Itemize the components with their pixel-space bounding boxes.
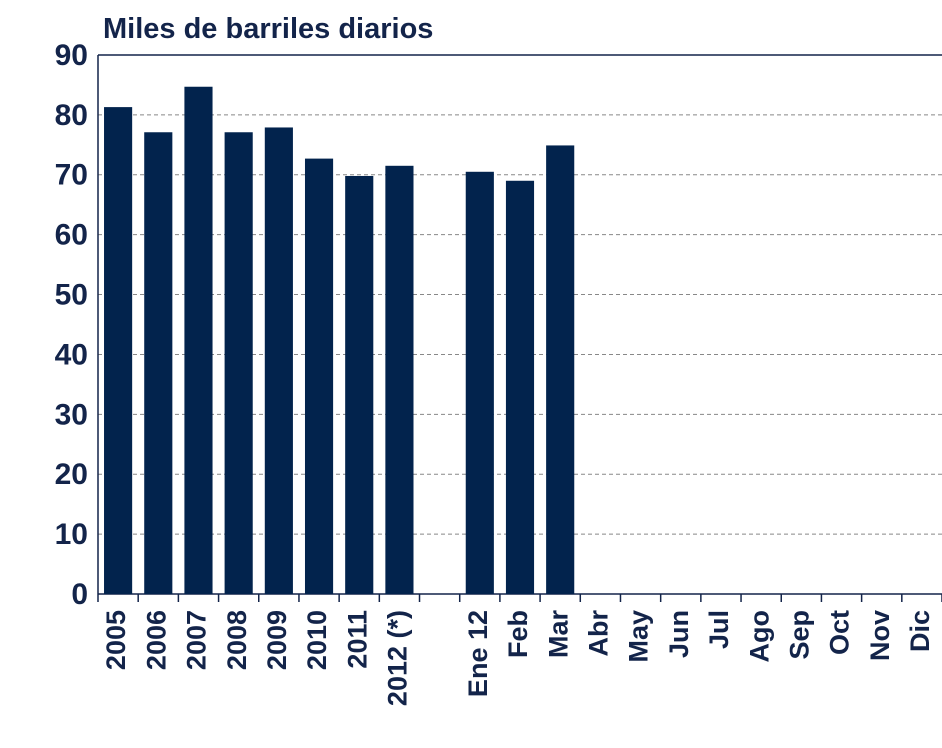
- y-tick-label: 40: [55, 338, 88, 371]
- y-tick-label: 0: [71, 578, 88, 611]
- x-tick-label: Sep: [784, 610, 814, 660]
- bar: [144, 132, 173, 595]
- x-tick-label: Feb: [503, 610, 533, 658]
- bar: [345, 175, 374, 594]
- bar: [224, 132, 253, 595]
- x-tick-label: Jul: [704, 610, 734, 649]
- bar: [546, 145, 575, 594]
- x-tick-label: Dic: [905, 610, 935, 652]
- x-tick-label: 2011: [342, 610, 372, 669]
- x-tick-label: 2005: [101, 610, 131, 670]
- y-tick-label: 50: [55, 278, 88, 311]
- x-tick-label: Oct: [825, 610, 855, 655]
- y-tick-label: 20: [55, 458, 88, 491]
- bar: [304, 158, 334, 594]
- x-tick-label: Ene 12: [463, 610, 493, 697]
- chart-title: Miles de barriles diarios: [103, 13, 433, 45]
- y-tick-label: 90: [55, 39, 88, 72]
- y-tick-label: 60: [55, 219, 88, 252]
- bar: [184, 86, 213, 594]
- x-tick-label: Jun: [664, 610, 694, 658]
- y-tick-label: 70: [55, 159, 88, 192]
- x-tick-label: May: [624, 610, 654, 663]
- bar: [264, 127, 293, 595]
- x-tick-label: 2008: [222, 610, 252, 670]
- y-tick-label: 30: [55, 398, 88, 431]
- x-tick-label: 2010: [302, 610, 332, 670]
- bar: [465, 171, 494, 595]
- y-tick-label: 80: [55, 99, 88, 132]
- bar: [505, 180, 535, 594]
- x-tick-label: Nov: [865, 610, 895, 661]
- x-tick-label: Ago: [744, 610, 774, 662]
- x-tick-label: 2007: [182, 610, 212, 670]
- y-tick-label: 10: [55, 518, 88, 551]
- x-tick-label: 2012 (*): [383, 610, 413, 706]
- x-tick-label: 2009: [262, 610, 292, 670]
- x-tick-label: 2006: [141, 610, 171, 670]
- x-tick-label: Abr: [584, 610, 614, 657]
- bar: [385, 165, 414, 595]
- bar: [104, 107, 133, 594]
- x-tick-label: Mar: [543, 610, 573, 659]
